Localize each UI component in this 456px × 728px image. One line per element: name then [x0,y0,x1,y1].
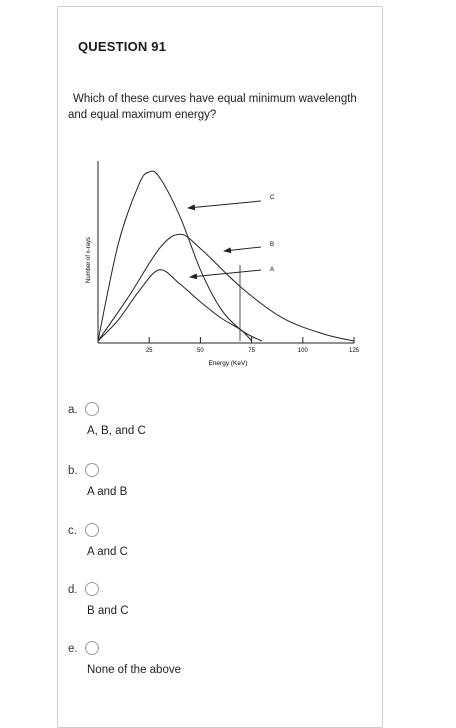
question-text: Which of these curves have equal minimum… [68,91,378,123]
option-b-letter: b. [68,465,78,477]
curve-label-b: B [270,242,274,248]
question-title: QUESTION 91 [78,39,167,54]
xray-spectrum-chart: 25 50 75 100 125 C B A Number of x-rays Ener… [86,161,360,367]
option-a-letter: a. [68,404,78,416]
question-card: QUESTION 91 Which of these curves have e… [57,6,383,728]
question-text-line1: Which of these curves have equal minimum… [73,93,357,105]
x-axis-label: Energy (KeV) [208,360,247,367]
arrow-c [187,200,262,211]
x-tick-label-100: 100 [298,348,309,354]
x-tick-label-50: 50 [197,348,204,354]
question-text-line2: and equal maximum energy? [68,109,217,121]
arrow-b [223,246,262,254]
curve-label-a: A [270,267,274,273]
curve-label-c: C [270,195,275,201]
y-axis-label: Number of x-rays [86,237,92,283]
curve-a [97,269,252,342]
option-e-radio[interactable] [85,641,99,655]
option-d-label[interactable]: B and C [87,605,129,617]
option-c-letter: c. [68,525,77,537]
curve-c [97,170,263,342]
option-c-radio[interactable] [85,523,99,537]
option-e-label[interactable]: None of the above [87,664,181,676]
option-b-radio[interactable] [85,463,99,477]
option-d-radio[interactable] [85,582,99,596]
option-a-label[interactable]: A, B, and C [87,425,146,437]
x-tick-label-75: 75 [248,348,255,354]
x-tick-label-25: 25 [146,348,153,354]
option-c-label[interactable]: A and C [87,546,128,558]
arrow-a [189,269,262,280]
option-e-letter: e. [68,643,78,655]
option-a-radio[interactable] [85,402,99,416]
option-d-letter: d. [68,584,78,596]
x-tick-label-125: 125 [349,348,360,354]
option-b-label[interactable]: A and B [87,486,128,498]
curve-b [97,233,355,342]
